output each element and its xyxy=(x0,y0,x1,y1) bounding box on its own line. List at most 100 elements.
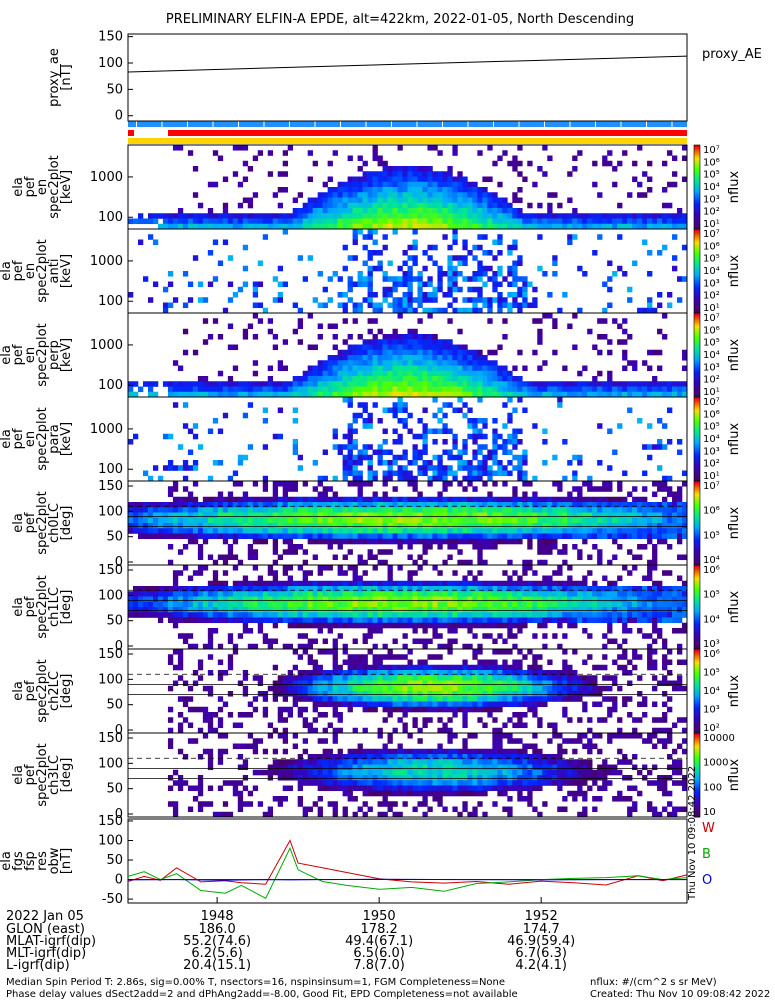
panel-1-cell xyxy=(457,198,462,204)
panel-1-cell xyxy=(537,213,542,219)
panel-1-cell xyxy=(667,182,672,188)
panel-6-cell xyxy=(422,607,427,613)
panel-5-cell xyxy=(607,528,612,534)
panel-1-cell xyxy=(403,166,408,172)
panel-2-cell xyxy=(213,240,218,246)
panel-6-cell xyxy=(672,597,677,603)
panel-5-cell xyxy=(393,528,398,534)
panel-5-cell xyxy=(253,502,258,508)
panel-6-cell xyxy=(577,607,582,613)
panel-3-cell xyxy=(477,366,482,372)
panel-5-cell xyxy=(273,486,278,492)
panel-3-cell xyxy=(383,371,388,377)
panel-5-cell xyxy=(223,497,228,503)
science-zone-gap xyxy=(136,121,137,127)
panel-4-cell xyxy=(502,444,507,450)
panel-6-cell xyxy=(437,623,442,629)
panel-6-cell xyxy=(393,586,398,592)
panel-3-cell xyxy=(442,376,447,382)
panel-6-cell xyxy=(587,612,592,618)
panel-5-cell xyxy=(253,513,258,519)
panel-6-cell xyxy=(522,586,527,592)
panel-6-cell xyxy=(173,612,178,618)
panel-3-cell xyxy=(398,366,403,372)
panel-3-cell xyxy=(667,392,672,398)
panel-1-cell xyxy=(338,192,343,198)
panel-6-cell xyxy=(358,607,363,613)
panel-6-cell xyxy=(198,586,203,592)
panel-4-cell xyxy=(368,471,373,477)
panel-2-cell xyxy=(412,245,417,251)
panel-5-cell xyxy=(617,534,622,540)
panel-2-cell xyxy=(412,308,417,314)
panel-3-cell xyxy=(283,339,288,345)
panel-5-cell xyxy=(527,518,532,524)
panel-6-cell xyxy=(213,570,218,576)
panel-5-cell xyxy=(263,481,268,487)
panel-5-cell xyxy=(522,560,527,566)
panel-1-cell xyxy=(318,219,323,225)
panel-5-cell xyxy=(338,497,343,503)
panel-3-cell xyxy=(298,324,303,330)
panel-3-cell xyxy=(417,318,422,324)
panel-7-cell xyxy=(168,717,173,723)
panel-4-cell xyxy=(617,423,622,429)
panel-2-cell xyxy=(472,245,477,251)
panel-3-cell xyxy=(572,345,577,351)
panel-6-cell xyxy=(422,597,427,603)
panel-5-cell xyxy=(363,534,368,540)
panel-4-cell xyxy=(368,423,373,429)
panel-3-cell xyxy=(233,345,238,351)
panel-2-cell xyxy=(253,287,258,293)
panel-1-cell xyxy=(378,187,383,193)
panel-6-cell xyxy=(457,618,462,624)
panel-6-cell xyxy=(388,618,393,624)
panel-1-cell xyxy=(313,208,318,214)
panel-6-cell xyxy=(288,623,293,629)
panel-5-cell xyxy=(223,502,228,508)
panel-1-cell xyxy=(383,192,388,198)
panel-5-cell xyxy=(263,518,268,524)
panel-3-cell xyxy=(437,350,442,356)
panel-3-cell xyxy=(378,381,383,387)
panel-6-cell xyxy=(517,623,522,629)
panel-5-cell xyxy=(303,518,308,524)
panel-5-cell xyxy=(178,518,183,524)
panel-6-cell xyxy=(532,618,537,624)
panel-4-cell xyxy=(517,471,522,477)
panel-4-cell xyxy=(437,471,442,477)
panel-3-cell xyxy=(492,366,497,372)
panel-6-cell xyxy=(398,591,403,597)
panel-6-cell xyxy=(198,602,203,608)
panel-4-cell xyxy=(218,429,223,435)
panel-1-cell xyxy=(273,224,278,230)
panel-2-cell xyxy=(482,250,487,256)
panel-6-cell xyxy=(403,581,408,587)
panel-5-cell xyxy=(652,528,657,534)
panel-6-cell xyxy=(173,586,178,592)
panel-3-cell xyxy=(447,387,452,393)
panel-6-cell xyxy=(472,612,477,618)
panel-3-cell xyxy=(363,360,368,366)
panel-3-cell xyxy=(617,387,622,393)
panel-5-cell xyxy=(632,502,637,508)
panel-3-cell xyxy=(183,392,188,398)
panel-2-cell xyxy=(328,297,333,303)
panel-1-cell xyxy=(622,219,627,225)
panel-5-cell xyxy=(562,544,567,550)
panel-1-cell xyxy=(532,224,537,230)
panel-6-cell xyxy=(562,586,567,592)
panel-1-cell xyxy=(158,224,163,230)
panel-3-cell xyxy=(273,381,278,387)
panel-3-cell xyxy=(328,360,333,366)
panel-6-cell xyxy=(353,618,358,624)
panel-3-cell xyxy=(178,392,183,398)
panel-6-cell xyxy=(303,581,308,587)
panel-4-cell xyxy=(462,444,467,450)
panel-3-cell xyxy=(627,392,632,398)
panel-1-cell xyxy=(452,192,457,198)
panel-1-cell xyxy=(328,219,333,225)
panel-1-cell xyxy=(617,203,622,209)
panel-3-cell xyxy=(452,387,457,393)
panel-5-cell xyxy=(467,518,472,524)
